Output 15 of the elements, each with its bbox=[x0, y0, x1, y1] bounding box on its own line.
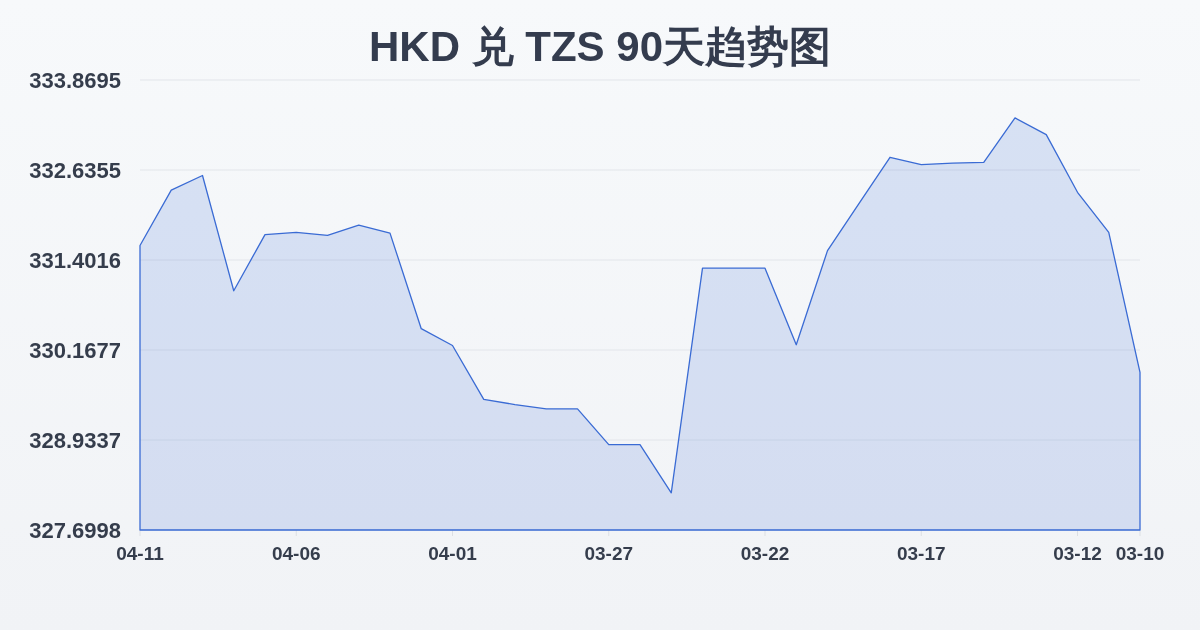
chart-title: HKD 兑 TZS 90天趋势图 bbox=[368, 23, 832, 70]
y-tick-label: 330.1677 bbox=[29, 338, 121, 363]
x-tick-label: 03-10 bbox=[1115, 543, 1165, 564]
x-tick-label: 03-27 bbox=[584, 543, 634, 564]
x-tick-label: 04-01 bbox=[428, 543, 478, 564]
x-tick-label: 04-06 bbox=[271, 543, 321, 564]
y-tick-label: 332.6355 bbox=[29, 158, 121, 183]
x-tick-label: 04-11 bbox=[116, 543, 165, 564]
y-tick-label: 328.9337 bbox=[29, 428, 121, 453]
y-tick-label: 333.8695 bbox=[29, 68, 121, 93]
y-tick-label: 331.4016 bbox=[29, 248, 121, 273]
x-tick-label: 03-22 bbox=[740, 543, 790, 564]
x-tick-label: 03-17 bbox=[896, 543, 946, 564]
x-tick-label: 03-12 bbox=[1053, 543, 1102, 564]
y-tick-label: 327.6998 bbox=[29, 518, 121, 543]
